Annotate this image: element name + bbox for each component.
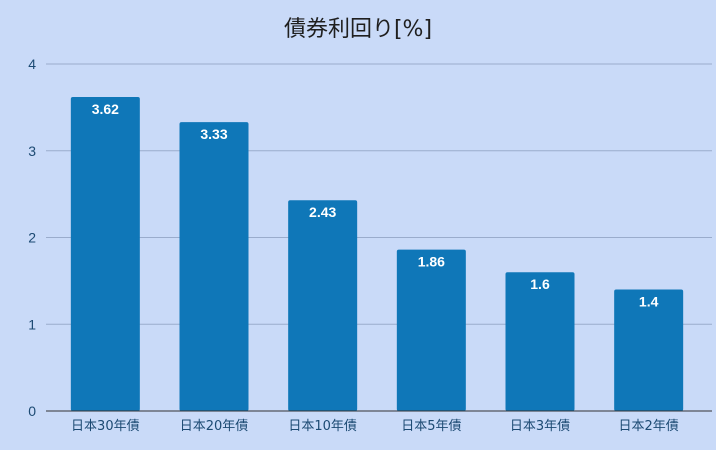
y-tick-label: 0 bbox=[28, 403, 36, 419]
chart-title: 債券利回り[%] bbox=[284, 17, 432, 42]
x-tick-label: 日本20年債 bbox=[180, 419, 249, 434]
y-tick-label: 4 bbox=[28, 56, 36, 72]
x-tick-label: 日本30年債 bbox=[71, 419, 140, 434]
y-tick-label: 2 bbox=[28, 230, 36, 246]
x-axis-ticks: 日本30年債 日本20年債 日本10年債 日本5年債 日本3年債 日本2年債 bbox=[71, 419, 679, 434]
data-label: 2.43 bbox=[309, 204, 336, 220]
x-tick-label: 日本3年債 bbox=[510, 419, 570, 434]
data-labels: 3.62 3.33 2.43 1.86 1.6 1.4 bbox=[92, 101, 659, 310]
x-tick-label: 日本2年債 bbox=[619, 419, 679, 434]
bar bbox=[505, 272, 575, 411]
data-label: 3.62 bbox=[92, 101, 119, 117]
data-label: 1.86 bbox=[418, 254, 445, 270]
bar bbox=[179, 122, 249, 411]
bar bbox=[70, 96, 140, 411]
bar bbox=[396, 249, 466, 411]
x-tick-label: 日本10年債 bbox=[288, 419, 357, 434]
bar bbox=[614, 289, 684, 411]
bar bbox=[288, 200, 358, 411]
gridlines bbox=[46, 63, 712, 325]
x-tick-label: 日本5年債 bbox=[401, 419, 461, 434]
data-label: 1.4 bbox=[639, 294, 659, 310]
y-tick-label: 1 bbox=[28, 316, 36, 332]
bars bbox=[70, 96, 684, 411]
y-tick-label: 3 bbox=[28, 143, 36, 159]
data-label: 3.33 bbox=[200, 126, 227, 142]
y-axis-ticks: 0 1 2 3 4 bbox=[28, 56, 36, 419]
data-label: 1.6 bbox=[530, 276, 550, 292]
